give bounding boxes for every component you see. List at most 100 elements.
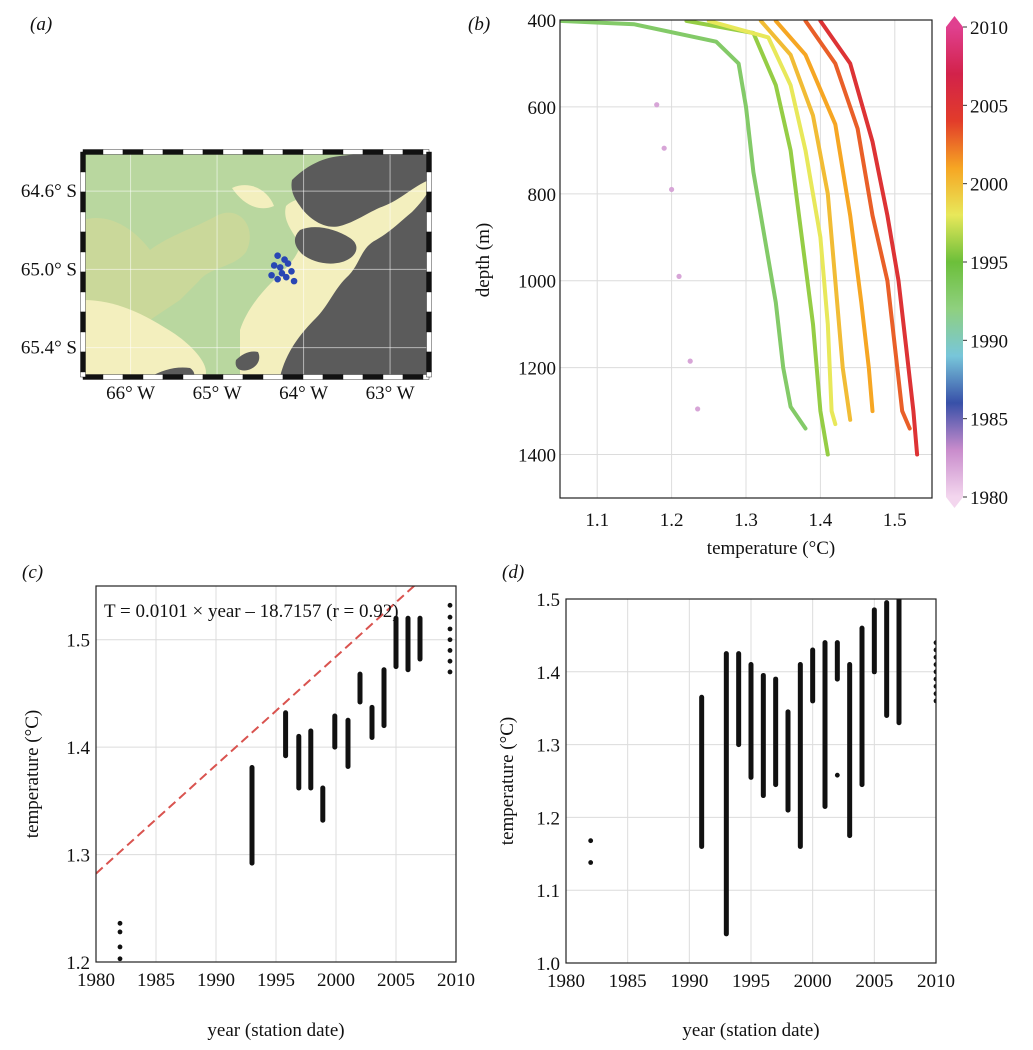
map-border-segment	[282, 374, 304, 380]
map-border-segment	[322, 374, 344, 380]
panel-d-label: (d)	[502, 562, 524, 583]
profile-dot-1982	[669, 186, 675, 193]
station-dot	[288, 268, 295, 275]
map-border-segment	[102, 374, 124, 380]
colorbar-tick-label: 1985	[970, 410, 1008, 431]
station-dot	[268, 271, 275, 279]
map-border-segment	[242, 149, 264, 155]
profile-x-tick-label: 1.4	[809, 510, 833, 531]
map-border-segment	[102, 149, 124, 155]
d-data-dot	[588, 838, 594, 844]
profile-line-1996	[684, 20, 830, 457]
c-x-tick-label: 1995	[257, 970, 295, 991]
map-border-segment	[162, 374, 184, 380]
colorbar-gradient	[946, 27, 963, 497]
map-lon-tick-label: 66° W	[106, 383, 155, 404]
map-border-segment	[262, 374, 284, 380]
station-dot	[274, 275, 281, 283]
map-lat-tick-label: 65.0° S	[21, 259, 77, 280]
c-data-dot	[447, 602, 453, 608]
station-dot	[274, 252, 281, 259]
map-border-segment	[302, 149, 324, 155]
map-border-segment	[402, 374, 424, 380]
c-x-tick-label: 1990	[197, 970, 235, 991]
map-border-segment	[222, 374, 244, 380]
colorbar-tick-label: 1990	[970, 331, 1008, 352]
map-border-segment	[82, 374, 104, 380]
map-border-segment	[80, 311, 86, 333]
d-x-tick-label: 1985	[609, 971, 647, 992]
station-dot	[270, 262, 278, 269]
trend-equation: T = 0.0101 × year – 18.7157 (r = 0.92)	[104, 601, 399, 622]
c-y-tick-label: 1.5	[66, 631, 90, 652]
profile-line-2003	[803, 20, 912, 431]
colorbar: 1980 1985 1990 1995 2000 2005 2010	[946, 16, 1008, 509]
map-border-segment	[82, 149, 104, 155]
map-land-peninsula	[280, 190, 429, 377]
map-border-segment	[322, 149, 344, 155]
d-x-tick-label: 1980	[547, 971, 585, 992]
station-dot	[284, 260, 292, 267]
map-border-segment	[80, 231, 86, 253]
profile-line-1993	[560, 20, 808, 431]
map-border-segment	[182, 374, 204, 380]
map-land-island	[294, 227, 357, 264]
map-border-segment	[80, 191, 86, 213]
map-border-segment	[162, 149, 184, 155]
map-border-segment	[426, 171, 432, 193]
d-y-tick-label: 1.0	[536, 954, 560, 975]
map-shelf-area	[83, 212, 250, 330]
range-x-axis-label: year (station date)	[682, 1020, 819, 1041]
profile-y-tick-label: 1200	[518, 359, 556, 380]
range-y-axis-label: temperature (°C)	[497, 717, 518, 845]
map-border-segment	[342, 374, 364, 380]
d-x-tick-label: 1995	[732, 971, 770, 992]
colorbar-tick-label: 2005	[970, 96, 1008, 117]
colorbar-top-arrow	[946, 16, 963, 27]
c-data-dot	[447, 669, 453, 675]
colorbar-bottom-arrow	[946, 497, 963, 508]
map-lon-tick-label: 63° W	[366, 383, 415, 404]
profile-x-tick-label: 1.3	[734, 510, 758, 531]
map-border-segment	[302, 374, 324, 380]
c-y-tick-label: 1.4	[66, 738, 90, 759]
c-x-tick-label: 1980	[77, 970, 115, 991]
c-data-dot	[117, 929, 123, 935]
c-data-dot	[117, 920, 123, 926]
d-y-tick-label: 1.3	[536, 736, 560, 757]
profile-line-2001	[773, 20, 875, 414]
map-border-segment	[426, 151, 432, 173]
map-border-segment	[202, 149, 224, 155]
station-dot	[282, 273, 290, 281]
map-border-segment	[222, 149, 244, 155]
map-border-segment	[80, 331, 86, 353]
c-y-tick-label: 1.2	[66, 953, 90, 974]
map-border-segment	[142, 149, 164, 155]
profile-dot-1982	[676, 273, 682, 279]
map-border-segment	[362, 149, 384, 155]
map-border-segment	[80, 271, 86, 293]
map-border-segment	[382, 149, 404, 155]
map-border-segment	[262, 149, 284, 155]
station-dot	[278, 270, 286, 277]
map-border-segment	[426, 251, 432, 273]
profile-line-1998	[706, 20, 838, 427]
trend-line	[96, 586, 416, 875]
c-data-dot	[447, 658, 453, 664]
map-land-islet	[235, 351, 260, 371]
station-dot	[276, 264, 284, 271]
profile-y-tick-label: 800	[528, 185, 557, 206]
c-data-dot	[447, 648, 453, 653]
trend-y-axis-label: temperature (°C)	[22, 710, 43, 838]
profile-dot-1982	[695, 406, 701, 412]
d-y-tick-label: 1.4	[536, 663, 560, 684]
trend-panel: 1980 1985 1990 1995 2000 2005 2010 1.2 1.3 1.4 1.5…	[22, 585, 475, 1041]
map-border-segment	[80, 251, 86, 273]
profile-x-axis-label: temperature (°C)	[707, 538, 835, 559]
map-border-segment	[426, 351, 432, 373]
map-border-segment	[80, 371, 86, 378]
map-border-segment	[122, 374, 144, 380]
profile-dot-1982	[687, 358, 693, 364]
profile-x-tick-label: 1.5	[883, 510, 907, 531]
